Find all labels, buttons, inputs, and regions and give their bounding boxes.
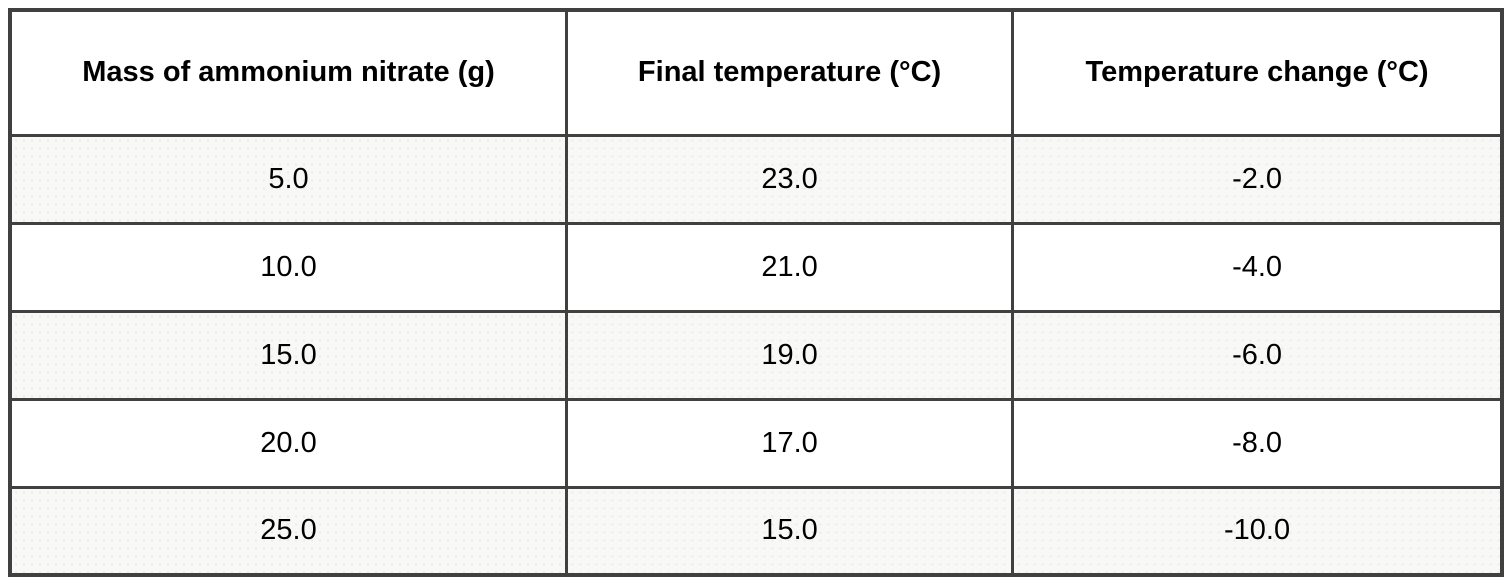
table-row: 25.0 15.0 -10.0 bbox=[8, 485, 1504, 577]
cell-mass: 25.0 bbox=[8, 485, 569, 577]
cell-mass: 15.0 bbox=[8, 309, 569, 401]
cell-temperature-change: -6.0 bbox=[1011, 309, 1504, 401]
cell-temperature-change: -2.0 bbox=[1011, 133, 1504, 225]
cell-final-temperature: 17.0 bbox=[565, 397, 1015, 489]
cell-final-temperature: 19.0 bbox=[565, 309, 1015, 401]
cell-temperature-change: -10.0 bbox=[1011, 485, 1504, 577]
cell-mass: 20.0 bbox=[8, 397, 569, 489]
table-row: 10.0 21.0 -4.0 bbox=[8, 221, 1504, 313]
table-header: Mass of ammonium nitrate (g) Final tempe… bbox=[8, 8, 1504, 137]
cell-temperature-change: -4.0 bbox=[1011, 221, 1504, 313]
results-table: Mass of ammonium nitrate (g) Final tempe… bbox=[8, 8, 1504, 577]
column-header-final-temperature: Final temperature (°C) bbox=[565, 8, 1015, 137]
cell-mass: 5.0 bbox=[8, 133, 569, 225]
cell-final-temperature: 15.0 bbox=[565, 485, 1015, 577]
column-header-temperature-change: Temperature change (°C) bbox=[1011, 8, 1504, 137]
header-row: Mass of ammonium nitrate (g) Final tempe… bbox=[8, 8, 1504, 137]
table-row: 5.0 23.0 -2.0 bbox=[8, 133, 1504, 225]
table-row: 15.0 19.0 -6.0 bbox=[8, 309, 1504, 401]
cell-temperature-change: -8.0 bbox=[1011, 397, 1504, 489]
column-header-mass: Mass of ammonium nitrate (g) bbox=[8, 8, 569, 137]
cell-mass: 10.0 bbox=[8, 221, 569, 313]
cell-final-temperature: 21.0 bbox=[565, 221, 1015, 313]
cell-final-temperature: 23.0 bbox=[565, 133, 1015, 225]
table-body: 5.0 23.0 -2.0 10.0 21.0 -4.0 15.0 19.0 -… bbox=[8, 133, 1504, 577]
table-row: 20.0 17.0 -8.0 bbox=[8, 397, 1504, 489]
